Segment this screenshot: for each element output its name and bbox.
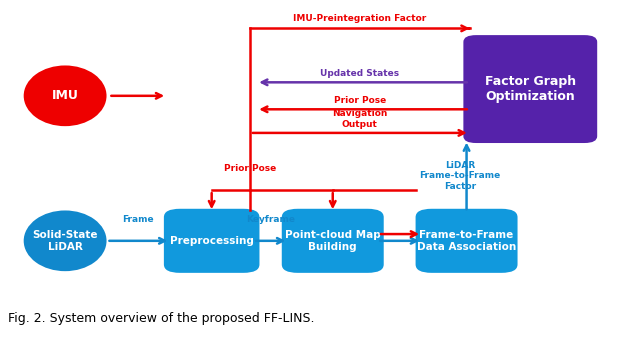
Ellipse shape [24, 66, 106, 126]
Text: Frame-to-Frame
Data Association: Frame-to-Frame Data Association [417, 230, 516, 252]
FancyBboxPatch shape [415, 209, 518, 273]
Text: Factor Graph
Optimization: Factor Graph Optimization [484, 75, 576, 103]
Text: Navigation
Output: Navigation Output [332, 109, 387, 129]
Text: Updated States: Updated States [320, 69, 399, 78]
Text: Keyframe: Keyframe [246, 215, 295, 224]
Text: LiDAR
Frame-to-Frame
Factor: LiDAR Frame-to-Frame Factor [420, 161, 501, 191]
Text: Fig. 2. System overview of the proposed FF-LINS.: Fig. 2. System overview of the proposed … [8, 312, 314, 325]
Text: Preprocessing: Preprocessing [170, 236, 253, 246]
Text: IMU: IMU [52, 89, 79, 102]
Text: Frame: Frame [123, 215, 154, 224]
FancyBboxPatch shape [463, 35, 597, 143]
Text: Prior Pose: Prior Pose [333, 96, 386, 105]
Text: Point-cloud Map
Building: Point-cloud Map Building [285, 230, 381, 252]
Ellipse shape [24, 210, 106, 271]
Text: IMU-Preintegration Factor: IMU-Preintegration Factor [293, 14, 426, 23]
Text: Solid-State
LiDAR: Solid-State LiDAR [33, 230, 98, 252]
Text: Prior Pose: Prior Pose [224, 164, 276, 173]
FancyBboxPatch shape [164, 209, 259, 273]
FancyBboxPatch shape [282, 209, 384, 273]
